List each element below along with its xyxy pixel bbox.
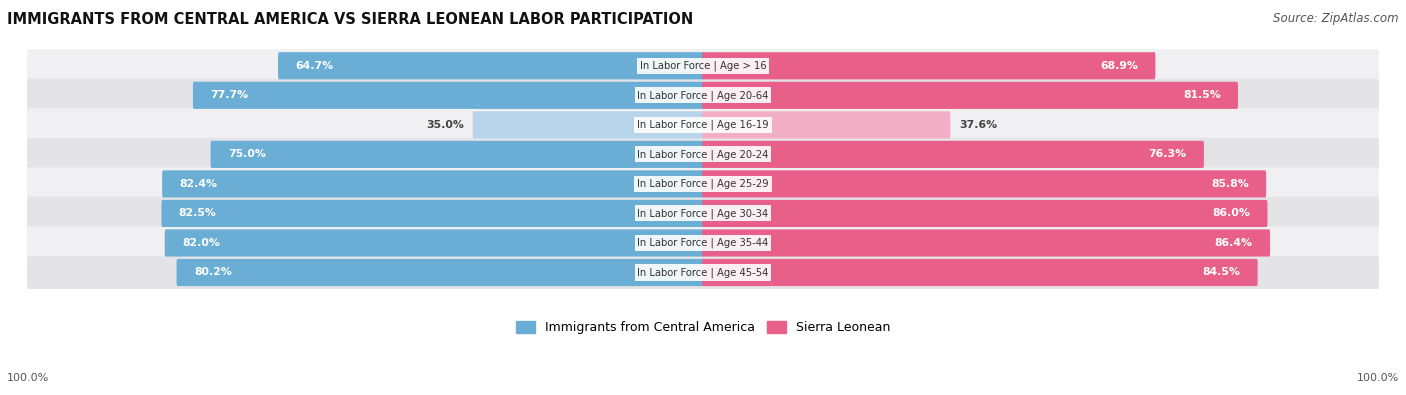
Text: 100.0%: 100.0%	[7, 373, 49, 383]
FancyBboxPatch shape	[702, 141, 1204, 168]
FancyBboxPatch shape	[193, 82, 704, 109]
FancyBboxPatch shape	[278, 52, 704, 79]
FancyBboxPatch shape	[162, 170, 704, 198]
Text: 75.0%: 75.0%	[228, 149, 266, 159]
Text: In Labor Force | Age 25-29: In Labor Force | Age 25-29	[637, 179, 769, 189]
FancyBboxPatch shape	[27, 167, 1379, 200]
Text: 100.0%: 100.0%	[1357, 373, 1399, 383]
Text: In Labor Force | Age 16-19: In Labor Force | Age 16-19	[637, 120, 769, 130]
FancyBboxPatch shape	[702, 111, 950, 138]
Text: Source: ZipAtlas.com: Source: ZipAtlas.com	[1274, 12, 1399, 25]
FancyBboxPatch shape	[702, 200, 1267, 227]
Legend: Immigrants from Central America, Sierra Leonean: Immigrants from Central America, Sierra …	[510, 316, 896, 339]
FancyBboxPatch shape	[27, 79, 1379, 112]
Text: IMMIGRANTS FROM CENTRAL AMERICA VS SIERRA LEONEAN LABOR PARTICIPATION: IMMIGRANTS FROM CENTRAL AMERICA VS SIERR…	[7, 12, 693, 27]
FancyBboxPatch shape	[27, 256, 1379, 289]
Text: 84.5%: 84.5%	[1202, 267, 1240, 278]
Text: 76.3%: 76.3%	[1149, 149, 1187, 159]
Text: 82.4%: 82.4%	[180, 179, 218, 189]
Text: In Labor Force | Age 20-64: In Labor Force | Age 20-64	[637, 90, 769, 101]
FancyBboxPatch shape	[27, 197, 1379, 230]
FancyBboxPatch shape	[27, 49, 1379, 82]
Text: 86.4%: 86.4%	[1215, 238, 1253, 248]
Text: 80.2%: 80.2%	[194, 267, 232, 278]
FancyBboxPatch shape	[165, 229, 704, 256]
Text: 82.5%: 82.5%	[179, 209, 217, 218]
Text: In Labor Force | Age 30-34: In Labor Force | Age 30-34	[637, 208, 769, 219]
Text: 77.7%: 77.7%	[211, 90, 249, 100]
Text: In Labor Force | Age 45-54: In Labor Force | Age 45-54	[637, 267, 769, 278]
Text: 68.9%: 68.9%	[1101, 61, 1137, 71]
Text: 35.0%: 35.0%	[426, 120, 464, 130]
Text: In Labor Force | Age 20-24: In Labor Force | Age 20-24	[637, 149, 769, 160]
FancyBboxPatch shape	[702, 170, 1267, 198]
Text: 82.0%: 82.0%	[183, 238, 219, 248]
FancyBboxPatch shape	[211, 141, 704, 168]
FancyBboxPatch shape	[27, 226, 1379, 260]
FancyBboxPatch shape	[702, 229, 1270, 256]
FancyBboxPatch shape	[27, 138, 1379, 171]
FancyBboxPatch shape	[472, 111, 704, 138]
Text: 64.7%: 64.7%	[295, 61, 333, 71]
Text: In Labor Force | Age 35-44: In Labor Force | Age 35-44	[637, 238, 769, 248]
Text: 37.6%: 37.6%	[959, 120, 997, 130]
FancyBboxPatch shape	[702, 259, 1257, 286]
FancyBboxPatch shape	[27, 108, 1379, 141]
Text: 86.0%: 86.0%	[1212, 209, 1250, 218]
Text: 81.5%: 81.5%	[1182, 90, 1220, 100]
Text: In Labor Force | Age > 16: In Labor Force | Age > 16	[640, 60, 766, 71]
FancyBboxPatch shape	[177, 259, 704, 286]
Text: 85.8%: 85.8%	[1211, 179, 1249, 189]
FancyBboxPatch shape	[702, 52, 1156, 79]
FancyBboxPatch shape	[702, 82, 1239, 109]
FancyBboxPatch shape	[162, 200, 704, 227]
